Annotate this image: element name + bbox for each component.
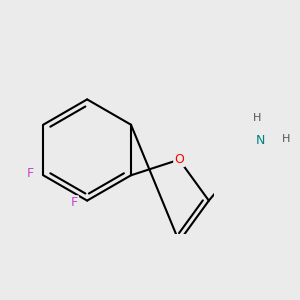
- Text: O: O: [174, 153, 184, 166]
- Text: H: H: [281, 134, 290, 144]
- Text: H: H: [253, 112, 261, 123]
- Text: F: F: [71, 196, 78, 209]
- Text: N: N: [256, 134, 265, 147]
- Text: F: F: [27, 167, 34, 180]
